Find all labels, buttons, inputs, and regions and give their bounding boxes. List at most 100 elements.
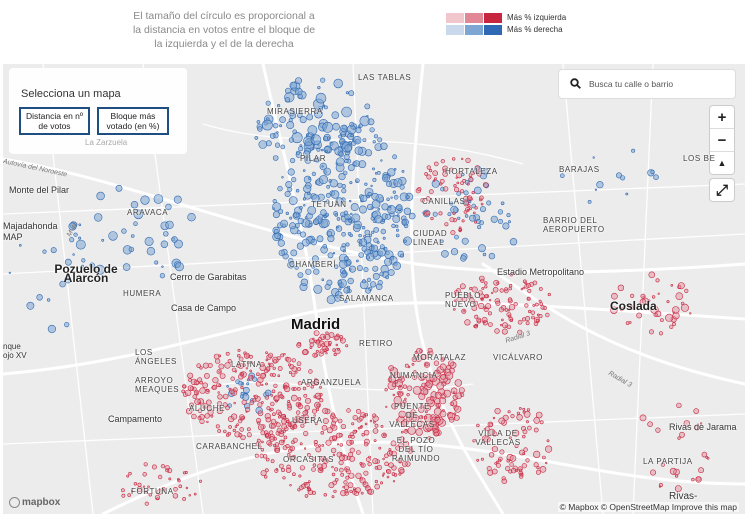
district-circle	[361, 245, 368, 252]
map-canvas[interactable]: Selecciona un mapa Distancia en nº de vo…	[3, 64, 745, 514]
district-circle	[309, 342, 315, 347]
district-circle	[348, 219, 352, 223]
district-circle	[64, 258, 72, 266]
district-circle	[693, 408, 700, 414]
district-circle	[303, 430, 309, 437]
district-circle	[507, 298, 513, 304]
district-circle	[382, 474, 385, 477]
district-circle	[269, 436, 275, 442]
district-circle	[453, 184, 457, 188]
district-circle	[197, 415, 202, 420]
district-circle	[368, 233, 373, 237]
district-circle	[265, 417, 271, 423]
district-circle	[329, 179, 338, 188]
district-circle	[353, 160, 361, 167]
district-circle	[292, 472, 296, 477]
mapbox-logo[interactable]: mapbox	[9, 497, 60, 508]
district-circle	[292, 129, 298, 135]
district-circle	[510, 467, 517, 474]
zoom-out-button[interactable]: −	[717, 131, 727, 149]
district-circle	[508, 436, 512, 440]
district-circle	[291, 358, 296, 363]
district-circle	[327, 231, 333, 237]
fullscreen-button[interactable]: ⤢	[715, 181, 728, 199]
district-circle	[469, 214, 476, 222]
district-circle	[256, 438, 261, 443]
district-circle	[344, 213, 351, 220]
district-circle	[456, 172, 463, 179]
district-circle	[429, 396, 435, 401]
distance-votes-button[interactable]: Distancia en nº de votos	[19, 107, 90, 135]
district-circle	[224, 362, 231, 369]
district-circle	[520, 288, 523, 291]
district-circle	[394, 379, 403, 388]
map-attribution[interactable]: © Mapbox © OpenStreetMap Improve this ma…	[557, 502, 739, 512]
district-circle	[303, 482, 307, 486]
bloc-percent-button[interactable]: Bloque más votado (en %)	[97, 107, 169, 135]
district-circle	[400, 430, 404, 434]
district-circle	[282, 476, 286, 480]
district-circle	[482, 252, 487, 257]
district-circle	[587, 199, 592, 204]
district-circle	[365, 287, 371, 294]
district-circle	[157, 474, 163, 480]
district-circle	[343, 154, 350, 161]
district-circle	[284, 191, 291, 198]
district-circle	[345, 91, 349, 95]
district-circle	[482, 168, 489, 176]
district-circle	[303, 150, 310, 158]
district-circle	[677, 436, 681, 440]
district-circle	[381, 173, 391, 183]
district-circle	[313, 414, 316, 417]
district-circle	[288, 196, 298, 206]
district-circle	[311, 255, 319, 263]
district-circle	[379, 271, 385, 277]
district-circle	[467, 294, 473, 300]
district-circle	[434, 391, 442, 399]
place-label: TETUÁN	[311, 200, 347, 209]
district-circle	[441, 356, 446, 361]
district-circle	[392, 215, 401, 223]
district-circle	[260, 470, 267, 477]
district-circle	[299, 116, 307, 124]
district-circle	[269, 409, 272, 412]
district-circle	[137, 482, 142, 487]
district-circle	[289, 445, 295, 452]
district-circle	[326, 279, 333, 286]
district-circle	[370, 184, 373, 188]
district-circle	[453, 405, 459, 411]
district-circle	[303, 184, 312, 193]
district-circle	[421, 353, 428, 360]
district-circle	[296, 367, 301, 372]
district-circle	[480, 278, 485, 283]
district-circle	[438, 211, 443, 216]
search-box[interactable]: Busca tu calle o barrio	[559, 70, 735, 98]
district-circle	[462, 178, 467, 183]
district-circle	[510, 414, 515, 419]
search-placeholder: Busca tu calle o barrio	[589, 79, 674, 89]
district-circle	[287, 403, 292, 409]
district-circle	[669, 324, 674, 329]
district-circle	[332, 252, 336, 255]
district-circle	[670, 316, 677, 323]
district-circle	[380, 424, 384, 428]
district-circle	[8, 271, 11, 274]
district-circle	[338, 134, 343, 139]
district-circle	[246, 382, 250, 386]
district-circle	[523, 447, 528, 452]
district-circle	[287, 453, 291, 457]
district-circle	[461, 157, 464, 161]
district-circle	[340, 245, 346, 252]
road	[562, 64, 604, 514]
district-circle	[317, 463, 323, 470]
district-circle	[286, 121, 295, 130]
district-circle	[197, 408, 203, 414]
district-circle	[358, 205, 367, 214]
district-circle	[321, 343, 325, 348]
district-circle	[699, 422, 703, 425]
district-circle	[233, 401, 236, 405]
compass-button[interactable]: ▲	[717, 158, 727, 168]
district-circle	[468, 173, 473, 178]
map-caption: El tamaño del círculo es proporcional a …	[132, 10, 316, 50]
zoom-in-button[interactable]: +	[717, 108, 727, 126]
